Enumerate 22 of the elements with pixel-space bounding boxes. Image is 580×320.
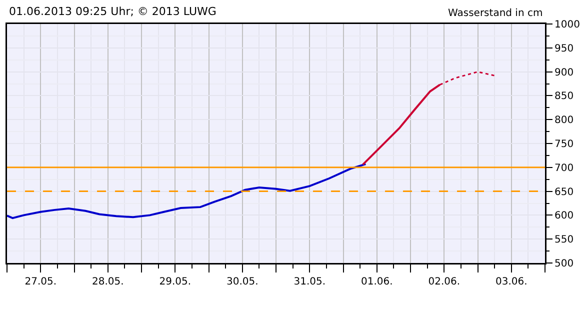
y-tick-label: 850 [554, 91, 574, 102]
y-tick-label: 900 [554, 67, 574, 78]
y-tick-label: 1000 [554, 20, 580, 30]
x-tick-label: 03.06. [495, 276, 528, 288]
x-tick-label: 29.05. [159, 276, 192, 288]
y-tick-label: 600 [554, 210, 574, 222]
x-tick-label: 27.05. [24, 276, 57, 288]
x-tick-label: 01.06. [360, 276, 393, 288]
x-tick-label: 28.05. [92, 276, 124, 288]
y-tick-label: 750 [554, 139, 574, 150]
line-series [7, 163, 367, 220]
y-tick-label: 500 [554, 258, 574, 270]
x-tick-label: 31.05. [294, 276, 326, 288]
chart-title: 01.06.2013 09:25 Uhr; © 2013 LUWG [9, 5, 216, 18]
y-tick-label: 550 [554, 234, 574, 246]
x-tick-label: 02.06. [428, 276, 460, 288]
y-axis-title: Wasserstand in cm [448, 8, 543, 19]
y-tick-label: 950 [554, 43, 574, 54]
y-tick-label: 800 [554, 115, 574, 126]
x-tick-label: 30.05. [226, 276, 258, 288]
y-tick-label: 700 [554, 162, 574, 174]
y-tick-label: 650 [554, 186, 574, 198]
